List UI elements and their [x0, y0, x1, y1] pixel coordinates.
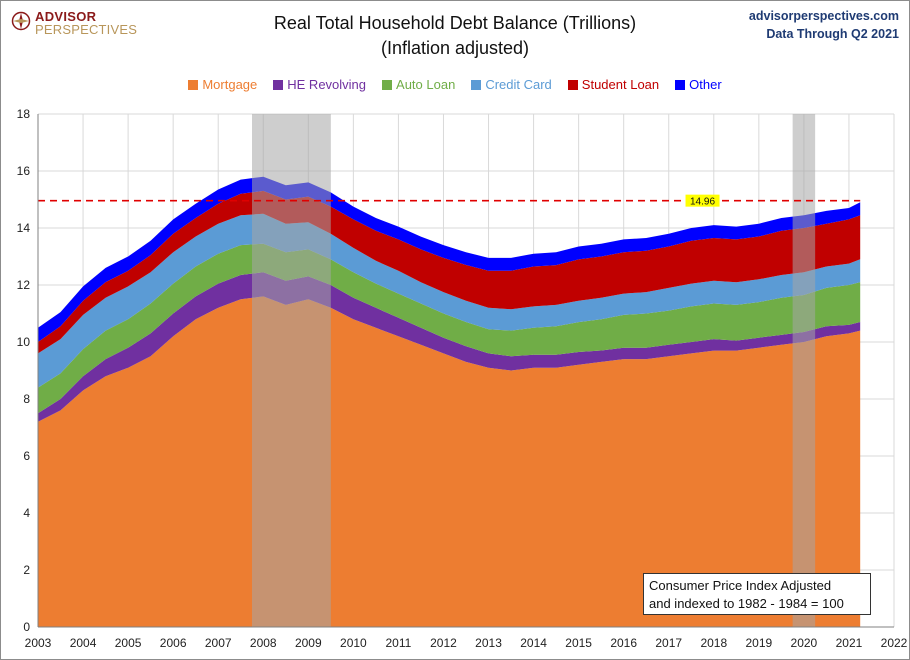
area-student-loan — [38, 190, 861, 354]
legend-label-mortgage: Mortgage — [202, 77, 258, 92]
reference-label-bg — [685, 194, 720, 207]
area-credit-card — [38, 213, 861, 388]
x-tick-label-2005: 2005 — [115, 636, 142, 650]
legend-item-credit-card: Credit Card — [471, 77, 552, 92]
chart-subtitle: (Inflation adjusted) — [380, 38, 530, 58]
area-he-revolving — [38, 272, 861, 422]
legend-swatch-auto-loan — [382, 79, 393, 90]
logo: ADVISOR PERSPECTIVES — [11, 9, 141, 39]
data-through: Data Through Q2 2021 — [766, 27, 899, 41]
y-tick-label-2: 2 — [23, 563, 30, 577]
legend-label-he-revolving: HE Revolving — [287, 77, 367, 92]
legend-swatch-mortgage — [188, 79, 199, 90]
x-tick-label-2009: 2009 — [295, 636, 322, 650]
legend-swatch-he-revolving — [273, 79, 284, 90]
y-tick-label-4: 4 — [23, 506, 30, 520]
legend-item-he-revolving: HE Revolving — [273, 77, 366, 92]
recession-band-2 — [792, 114, 816, 627]
x-tick-label-2012: 2012 — [430, 636, 457, 650]
y-tick-label-10: 10 — [17, 335, 31, 349]
x-tick-label-2004: 2004 — [70, 636, 97, 650]
cpi-note-line1: Consumer Price Index Adjusted — [649, 578, 832, 593]
x-tick-label-2010: 2010 — [340, 636, 367, 650]
x-tick-label-2007: 2007 — [205, 636, 232, 650]
y-tick-label-14: 14 — [17, 221, 31, 235]
x-tick-label-2019: 2019 — [745, 636, 772, 650]
y-tick-label-6: 6 — [23, 449, 30, 463]
y-tick-label-16: 16 — [17, 164, 31, 178]
legend-label-other: Other — [689, 77, 722, 92]
legend-label-auto-loan: Auto Loan — [396, 77, 456, 92]
x-tick-label-2018: 2018 — [700, 636, 727, 650]
y-tick-label-0: 0 — [23, 620, 30, 634]
logo-text-secondary: PERSPECTIVES — [35, 22, 138, 37]
x-tick-label-2008: 2008 — [250, 636, 277, 650]
x-tick-label-2016: 2016 — [610, 636, 637, 650]
legend-swatch-credit-card — [471, 79, 482, 90]
area-mortgage — [38, 296, 861, 627]
x-tick-label-2021: 2021 — [836, 636, 863, 650]
legend-swatch-student-loan — [567, 79, 578, 90]
legend-item-student-loan: Student Loan — [567, 77, 660, 92]
cpi-note-line2: and indexed to 1982 - 1984 = 100 — [649, 596, 844, 611]
area-other — [38, 176, 861, 342]
x-tick-label-2020: 2020 — [791, 636, 818, 650]
x-tick-label-2022: 2022 — [881, 636, 908, 650]
chart-legend: Mortgage HE Revolving Auto Loan Credit Card… — [1, 77, 909, 92]
legend-label-credit-card: Credit Card — [485, 77, 552, 92]
x-tick-label-2003: 2003 — [25, 636, 52, 650]
x-tick-label-2006: 2006 — [160, 636, 187, 650]
x-tick-label-2011: 2011 — [386, 636, 412, 650]
chart-title: Real Total Household Debt Balance (Trill… — [273, 13, 637, 33]
legend-item-other: Other — [675, 77, 722, 92]
cpi-note-box: Consumer Price Index Adjusted and indexe… — [643, 573, 871, 615]
legend-item-auto-loan: Auto Loan — [382, 77, 455, 92]
y-tick-label-8: 8 — [23, 392, 30, 406]
area-auto-loan — [38, 243, 861, 414]
legend-item-mortgage: Mortgage — [188, 77, 257, 92]
reference-label: 14.96 — [690, 197, 715, 208]
source-site: advisorperspectives.com — [748, 9, 899, 23]
legend-label-student-loan: Student Loan — [581, 77, 660, 92]
x-tick-label-2017: 2017 — [655, 636, 682, 650]
recession-band-1 — [252, 114, 331, 627]
logo-text-primary: ADVISOR — [35, 9, 97, 24]
x-tick-label-2013: 2013 — [475, 636, 502, 650]
compass-icon — [11, 11, 31, 31]
y-tick-label-18: 18 — [17, 107, 31, 121]
y-tick-label-12: 12 — [17, 278, 31, 292]
legend-swatch-other — [675, 79, 686, 90]
x-tick-label-2014: 2014 — [520, 636, 547, 650]
x-tick-label-2015: 2015 — [565, 636, 592, 650]
